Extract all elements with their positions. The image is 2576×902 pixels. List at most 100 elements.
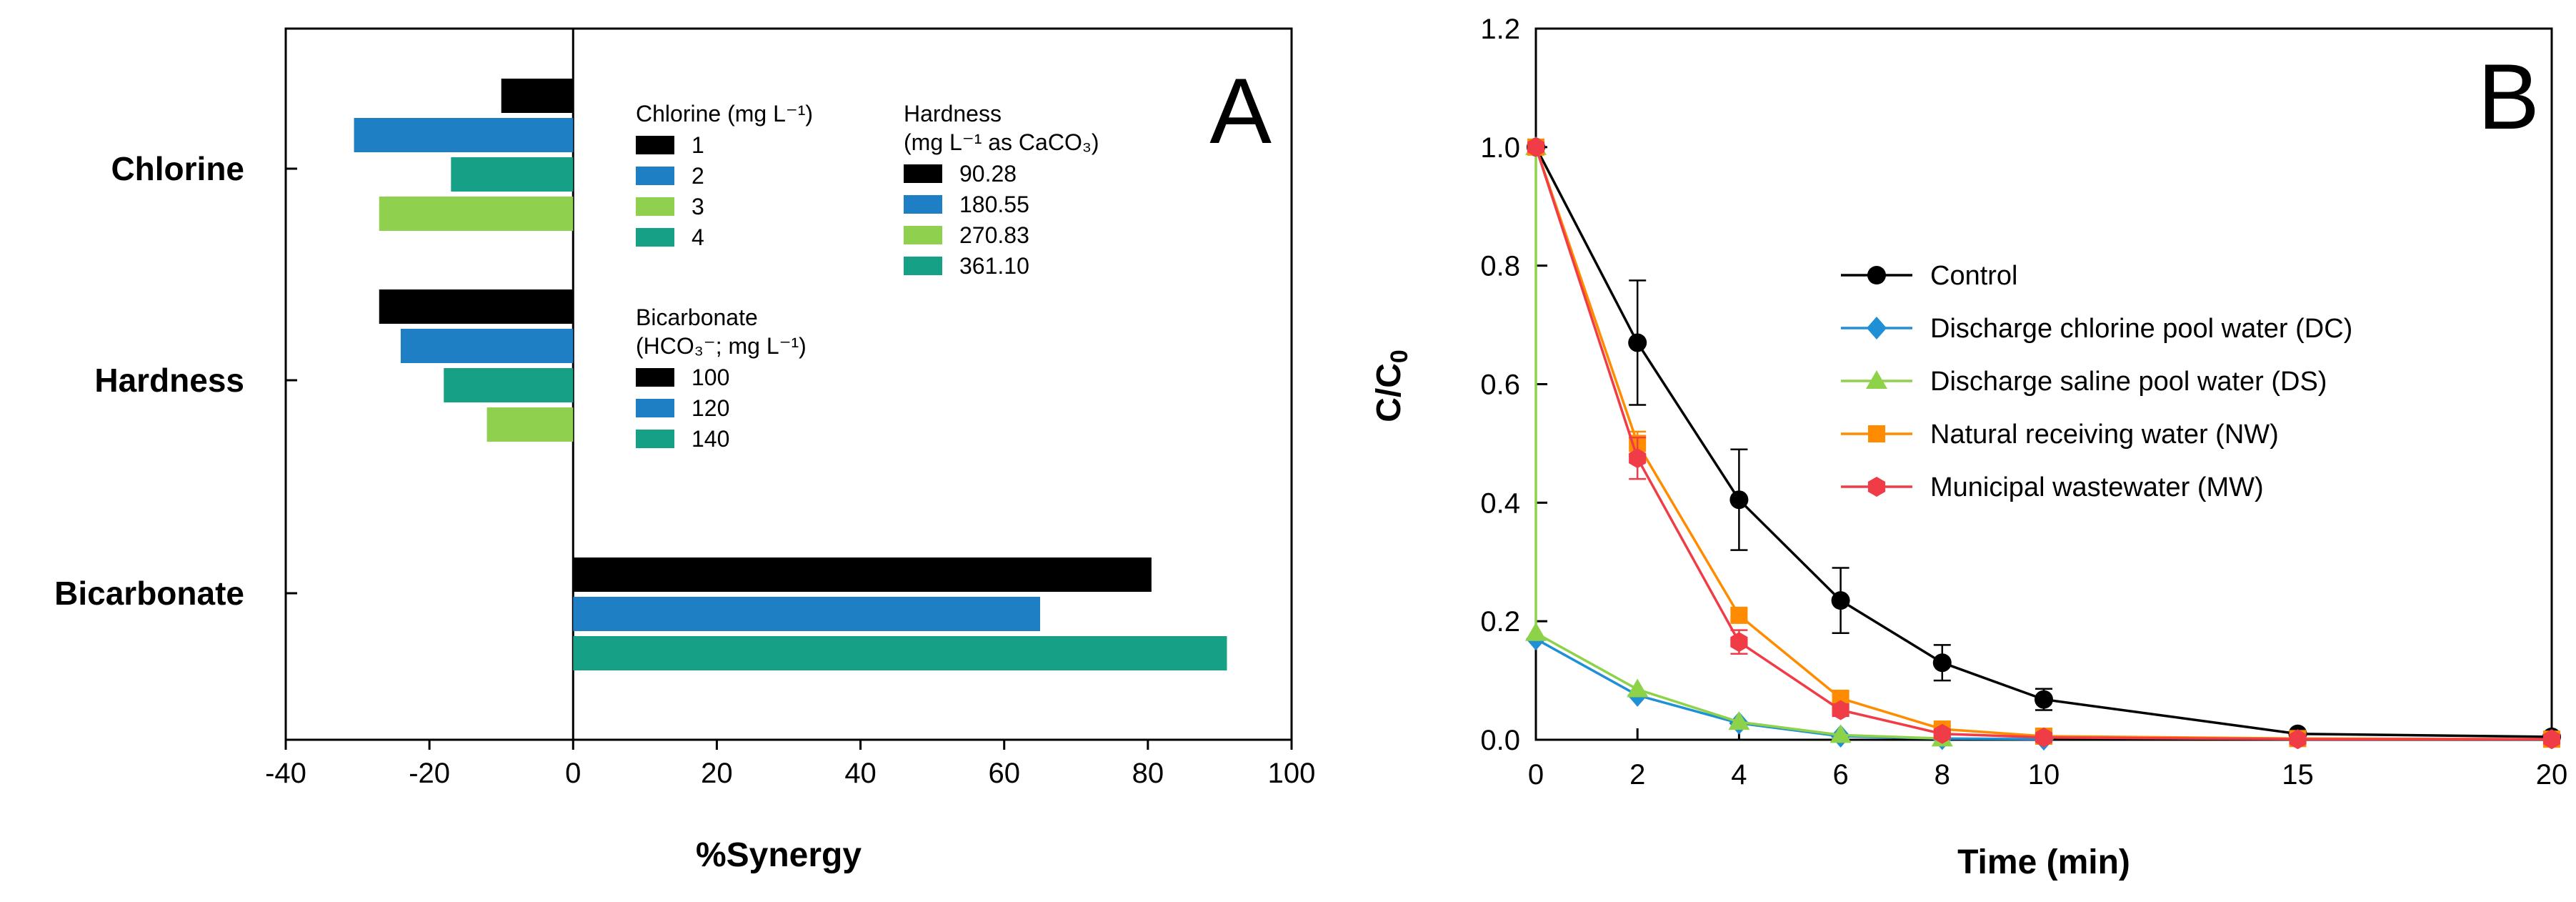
bar-chlorine-1 <box>501 79 574 113</box>
legend-title: (mg L⁻¹ as CaCO₃) <box>904 129 1099 155</box>
legend-entry-label: 120 <box>692 395 729 421</box>
category-label: Hardness <box>94 362 244 399</box>
bar-chlorine-3 <box>379 197 574 231</box>
legend-title: Hardness <box>904 101 1002 127</box>
legend-entry-label: 4 <box>692 224 704 250</box>
legend-title: Chlorine (mg L⁻¹) <box>636 101 813 127</box>
x-tick-label: 10 <box>2028 759 2060 791</box>
y-tick-label: 0.4 <box>1480 487 1520 519</box>
x-tick-label: -20 <box>409 758 450 789</box>
legend-swatch <box>636 228 674 247</box>
data-point <box>1729 490 1749 510</box>
legend-entry-label: Municipal wastewater (MW) <box>1930 472 2264 502</box>
panel-a-legend: Chlorine (mg L⁻¹) 1 2 3 4 Hardness(mg L⁻¹ as … <box>636 101 1099 452</box>
series-line <box>1534 147 1942 740</box>
legend-entry-label: Natural receiving water (NW) <box>1930 420 2279 450</box>
legend-entry-label: 180.55 <box>959 192 1029 217</box>
series-4 <box>1527 137 2561 750</box>
legend-entry-label: Control <box>1930 261 2018 291</box>
y-tick-label: 0.0 <box>1480 725 1520 756</box>
legend-swatch <box>904 257 942 275</box>
x-tick-label: 100 <box>1268 758 1316 789</box>
x-tick-label: 8 <box>1935 759 1950 791</box>
panel-a-x-ticks: -40 -20 0 20 40 60 80 100 <box>265 740 1315 789</box>
panel-b-line-chart: 0.0 0.2 0.4 0.6 0.8 1.0 1.2 0 2 4 6 8 10 15 20 Contro… <box>1370 14 2567 881</box>
legend-entry-label: 1 <box>692 132 704 158</box>
panel-a-categories: Chlorine Hardness Bicarbonate <box>54 150 297 612</box>
data-point <box>1629 448 1647 469</box>
data-point <box>1932 653 1952 673</box>
legend-marker <box>1867 317 1887 340</box>
data-point <box>1831 591 1850 610</box>
category-label: Bicarbonate <box>54 575 244 612</box>
legend-swatch <box>636 197 674 216</box>
legend-swatch <box>904 195 942 214</box>
x-tick-label: 4 <box>1731 759 1747 791</box>
panel-a-bar-chart: -40 -20 0 20 40 60 80 100 Chlorine Hardness Bicar… <box>54 27 1315 874</box>
x-tick-label: 2 <box>1629 759 1645 791</box>
legend-entry-label: 361.10 <box>959 253 1029 279</box>
y-tick-label: 0.8 <box>1480 251 1520 282</box>
panel-a-label: A <box>1209 59 1272 163</box>
data-point <box>1627 678 1649 698</box>
x-tick-label: 60 <box>988 758 1020 789</box>
series-line <box>1534 146 2552 738</box>
x-tick-label: 6 <box>1832 759 1848 791</box>
legend-entry-label: Discharge saline pool water (DS) <box>1930 367 2327 397</box>
legend-title: (HCO₃⁻; mg L⁻¹) <box>636 333 807 359</box>
x-tick-label: 40 <box>844 758 877 789</box>
bar-hardness-270.83 <box>486 407 574 442</box>
legend-title: Bicarbonate <box>636 304 758 330</box>
data-point <box>2035 727 2053 748</box>
x-tick-label: 80 <box>1132 758 1164 789</box>
legend-entry-label: 90.28 <box>959 161 1017 187</box>
data-point <box>1628 333 1647 352</box>
legend-swatch <box>904 164 942 183</box>
panel-b-x-axis-label: Time (min) <box>1957 843 2130 881</box>
legend-entry-label: 270.83 <box>959 222 1029 248</box>
series-2 <box>1525 136 1953 747</box>
panel-b-legend: Control Discharge chlorine pool water (DC… <box>1841 261 2352 502</box>
bar-hardness-180.55 <box>400 329 574 363</box>
panel-b-y-ticks: 0.0 0.2 0.4 0.6 0.8 1.0 1.2 <box>1480 14 1547 756</box>
data-point <box>1730 632 1748 653</box>
panel-a-bars <box>354 79 1227 670</box>
legend-entry-label: 140 <box>692 426 729 452</box>
y-tick-label: 1.2 <box>1480 14 1520 45</box>
data-point <box>1829 724 1852 743</box>
panel-b-label: B <box>2477 44 2540 149</box>
legend-marker <box>1867 266 1886 284</box>
panel-b-series <box>1525 136 2561 751</box>
legend-swatch <box>636 430 674 448</box>
legend-swatch <box>636 136 674 154</box>
legend-swatch <box>904 226 942 244</box>
legend-marker <box>1868 425 1885 442</box>
legend-entry-label: 2 <box>692 163 704 189</box>
bar-bicarbonate-140 <box>573 636 1227 670</box>
x-tick-label: 20 <box>2536 759 2568 791</box>
data-point <box>1728 711 1750 730</box>
panel-a-x-axis-label: %Synergy <box>696 836 862 874</box>
y-tick-label: 0.2 <box>1480 606 1520 638</box>
data-point <box>1525 622 1547 641</box>
data-point <box>2542 729 2561 750</box>
data-point <box>2035 690 2053 709</box>
bar-bicarbonate-100 <box>573 557 1152 592</box>
panel-b-y-axis-label: C/C0 <box>1370 350 1413 422</box>
data-point <box>1527 137 1545 157</box>
legend-swatch <box>636 399 674 417</box>
legend-entry-label: 3 <box>692 194 704 219</box>
x-tick-label: 15 <box>2282 759 2314 791</box>
bar-chlorine-4 <box>451 157 574 192</box>
legend-marker <box>1867 477 1886 497</box>
legend-entry-label: Discharge chlorine pool water (DC) <box>1930 314 2352 344</box>
x-tick-label: 20 <box>701 758 733 789</box>
data-point <box>1730 606 1748 624</box>
bar-hardness-90.28 <box>379 289 574 324</box>
data-point <box>2289 729 2307 750</box>
legend-swatch <box>636 167 674 185</box>
panel-a-plot-frame <box>284 27 1293 741</box>
x-tick-label: -40 <box>265 758 306 789</box>
y-tick-label: 0.6 <box>1480 370 1520 401</box>
